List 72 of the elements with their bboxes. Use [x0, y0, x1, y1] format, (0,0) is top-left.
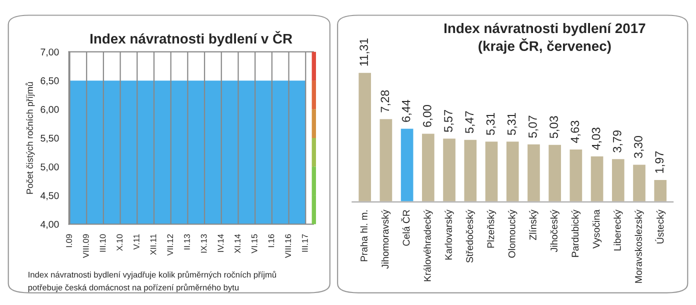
x-tick-label: Plzeňský: [486, 210, 496, 248]
data-label: 4,63: [570, 120, 580, 143]
x-tick-label: Středočeský: [466, 210, 475, 263]
bar: [505, 140, 520, 202]
y-tick-label: 6,00: [40, 106, 59, 114]
y-tick-label: 4,00: [40, 220, 59, 229]
data-label: 6,00: [422, 104, 433, 127]
x-tick-label: XII.11: [150, 234, 156, 255]
data-label: 4,03: [592, 128, 602, 150]
bar: [378, 118, 394, 202]
bar: [632, 163, 647, 202]
x-tick-label: IV.14: [218, 234, 224, 252]
y-tick-label: 7,00: [40, 48, 59, 57]
y-tick-label: 5,00: [40, 163, 59, 172]
x-tick-label: XI.14: [234, 234, 240, 254]
x-tick-label: Celá ČR: [401, 210, 410, 246]
x-tick-label: Moravskoslezský: [634, 210, 644, 283]
data-label: 5,57: [444, 110, 454, 132]
bar: [589, 154, 605, 202]
bar: [547, 143, 562, 202]
text: Index návratnosti bydlení vyjadřuje kolik průměrných ročních příjmů: [28, 270, 276, 280]
x-tick-label: VIII.16: [285, 234, 292, 258]
x-tick-label: VI.15: [251, 234, 258, 254]
x-tick-label: X.10: [116, 234, 123, 251]
data-label: 3,30: [634, 136, 644, 158]
bar: [610, 158, 626, 202]
data-label: 3,79: [612, 130, 623, 152]
chart-title: Index návratnosti bydlení 2017 (kraje ČR, červenec): [444, 22, 646, 54]
bar: [400, 127, 415, 202]
bar: [462, 138, 478, 202]
x-tick-label: III.10: [100, 234, 106, 252]
x-tick-label: Olomoucký: [508, 210, 518, 258]
x-tick-label: Ústecký: [655, 210, 666, 244]
bar: [420, 132, 436, 202]
x-tick-label: VIII.09: [82, 234, 89, 258]
x-tick-label: III.17: [302, 234, 308, 252]
x-tick-label: Praha hl. m.: [360, 210, 368, 262]
bar: [652, 178, 668, 202]
data-label: 6,44: [402, 100, 412, 122]
x-tick-label: I.16: [268, 234, 274, 248]
bar: [568, 148, 584, 202]
bar: [484, 140, 500, 202]
chart-title: Index návratnosti bydlení v ČR: [90, 31, 292, 46]
data-label: 5,31: [486, 113, 496, 135]
y-tick-label: 4,50: [40, 192, 59, 200]
x-tick-label: I.09: [66, 234, 72, 248]
x-tick-label: Liberecký: [614, 210, 623, 250]
x-tick-label: Jihočeský: [550, 210, 560, 252]
x-tick-label: Jihomoravský: [381, 210, 391, 269]
bar: [357, 71, 372, 202]
y-axis-title: Počet čistých ročních příjmů: [26, 82, 35, 194]
data-label: 5,47: [465, 111, 475, 134]
data-label: 5,07: [528, 116, 538, 138]
data-label: 7,28: [380, 90, 391, 112]
bar: [526, 143, 542, 202]
y-tick-label: 6,50: [40, 77, 59, 86]
y-tick-label: 5,50: [40, 134, 59, 143]
data-label: 1,97: [655, 151, 665, 173]
x-tick-label: Zlínský: [529, 210, 538, 240]
text: potřebuje česká domácnost na pořízení průměrného bytu: [28, 284, 239, 292]
x-tick-label: VII.12: [167, 234, 173, 256]
x-tick-label: II.13: [184, 234, 190, 250]
data-label: 11,31: [360, 38, 370, 66]
x-tick-label: IX.13: [200, 234, 207, 253]
bar: [442, 137, 457, 202]
data-label: 5,31: [507, 113, 518, 135]
x-tick-label: V.11: [134, 234, 140, 250]
x-tick-label: Královéhradecký: [424, 210, 433, 282]
x-tick-label: Vysočina: [592, 210, 602, 249]
x-tick-label: Pardubický: [571, 210, 581, 257]
x-tick-label: Karlovarský: [444, 210, 454, 260]
data-label: 5,03: [550, 116, 560, 138]
